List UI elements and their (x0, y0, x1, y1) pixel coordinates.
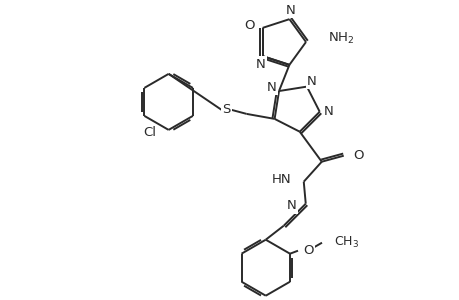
Text: S: S (222, 103, 230, 116)
Text: N: N (286, 199, 296, 212)
Text: N: N (306, 75, 316, 88)
Text: N: N (285, 4, 295, 17)
Text: N: N (323, 105, 333, 118)
Text: N: N (267, 80, 276, 94)
Text: CH$_3$: CH$_3$ (333, 235, 358, 250)
Text: NH$_2$: NH$_2$ (327, 30, 353, 46)
Text: HN: HN (272, 173, 291, 186)
Text: N: N (255, 58, 265, 70)
Text: Cl: Cl (143, 126, 156, 140)
Text: O: O (302, 244, 313, 257)
Text: O: O (244, 20, 254, 32)
Text: O: O (352, 149, 363, 162)
